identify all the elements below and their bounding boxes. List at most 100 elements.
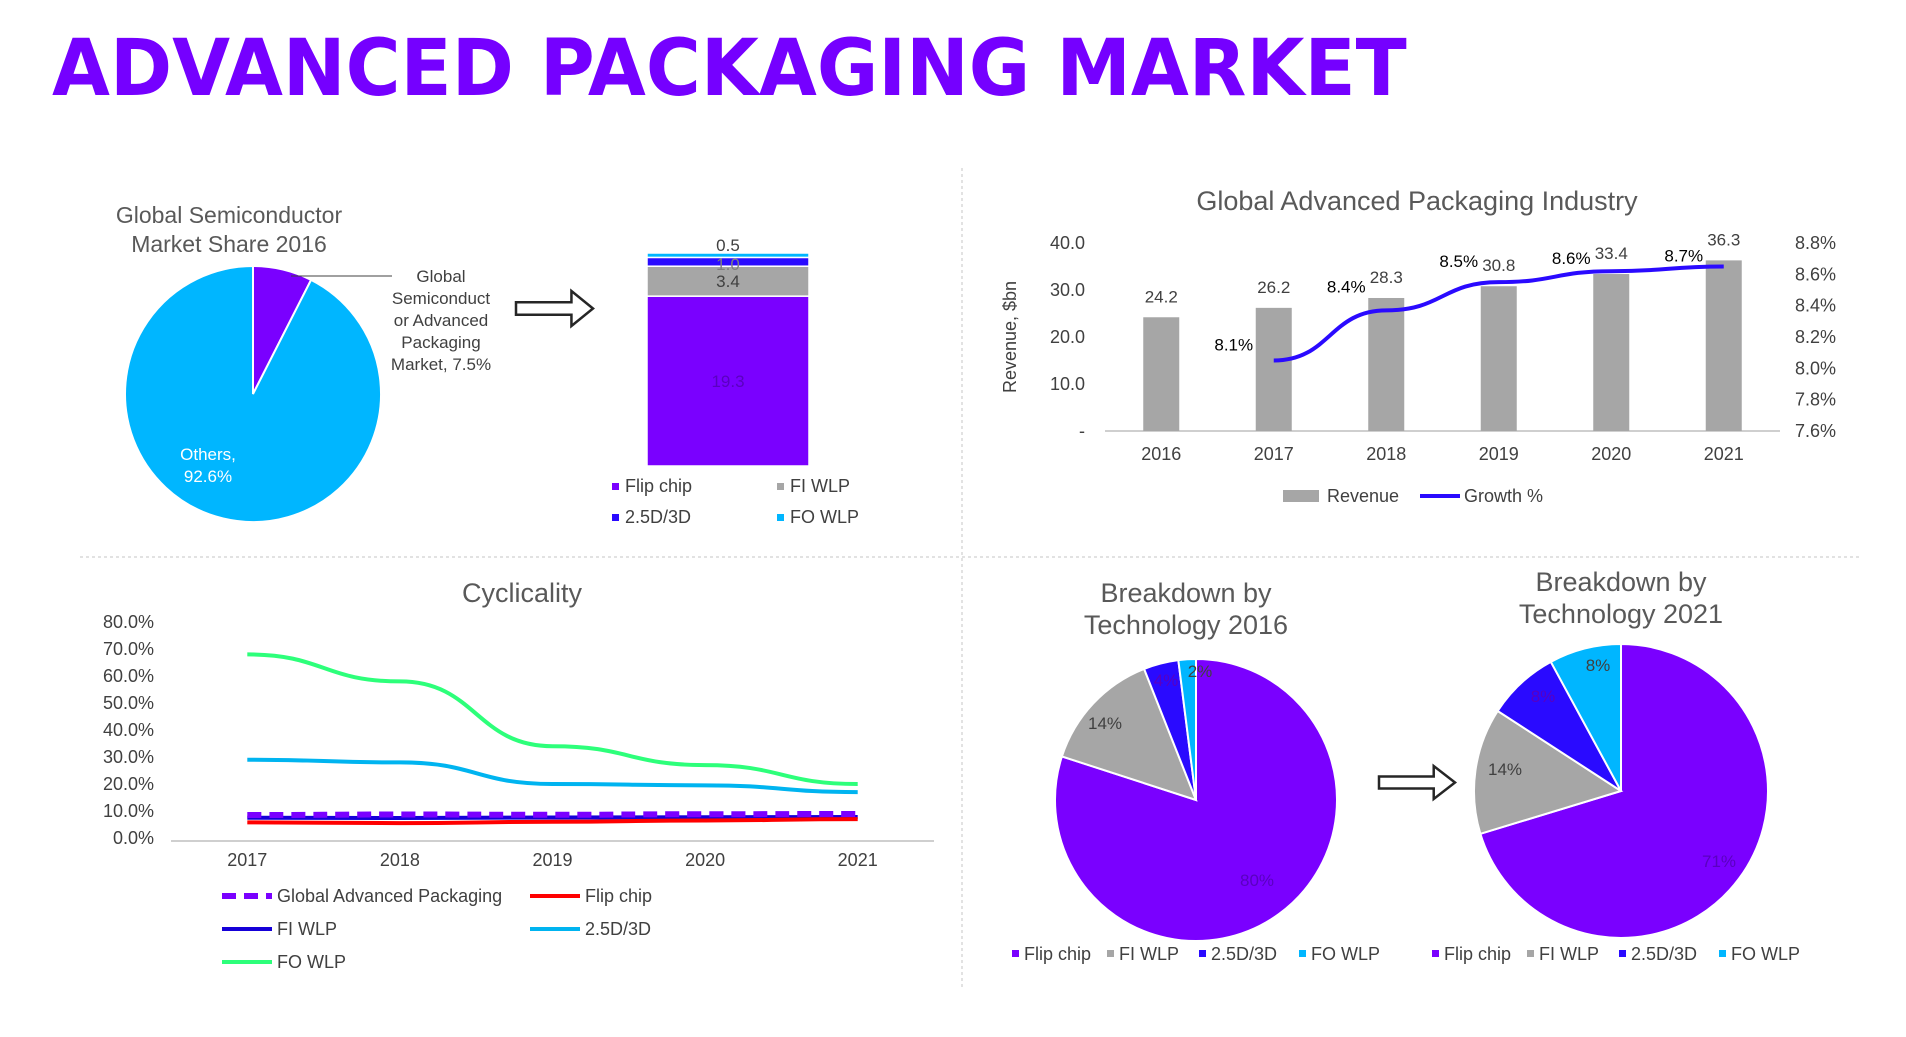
stack-label: 19.3 bbox=[711, 372, 744, 391]
stack-legend-label: Flip chip bbox=[625, 476, 692, 496]
share-slice-label: Packaging bbox=[401, 333, 480, 352]
industry-x-tick: 2016 bbox=[1141, 444, 1181, 464]
cyc-y-tick: 0.0% bbox=[113, 828, 154, 848]
g-t21-legend-swatch bbox=[1619, 950, 1626, 957]
industry-x-tick: 2020 bbox=[1591, 444, 1631, 464]
g-t16-legend-swatch bbox=[1107, 950, 1114, 957]
g-t16-slice-1 bbox=[1060, 667, 1198, 802]
share-slice-1 bbox=[124, 264, 383, 523]
g-t21-legend-label: Flip chip bbox=[1444, 944, 1511, 964]
g-t16-slice-label: 14% bbox=[1088, 714, 1122, 733]
industry-bar bbox=[1255, 307, 1292, 431]
industry-bar-label: 26.2 bbox=[1257, 278, 1290, 297]
g-t21-legend-swatch bbox=[1527, 950, 1534, 957]
share-title: Market Share 2016 bbox=[131, 231, 327, 257]
industry-x-tick: 2021 bbox=[1704, 444, 1744, 464]
stack-legend-label: FO WLP bbox=[790, 507, 859, 527]
share-slice-label: 92.6% bbox=[184, 467, 232, 486]
stack-label: 3.4 bbox=[716, 272, 740, 291]
industry-bar bbox=[1368, 297, 1405, 431]
cyc-y-tick: 20.0% bbox=[103, 774, 154, 794]
cyc-legend-label: FI WLP bbox=[277, 919, 337, 939]
cyc-y-tick: 10.0% bbox=[103, 801, 154, 821]
share-slice-label: or Advanced bbox=[394, 311, 489, 330]
industry-growth-label: 8.7% bbox=[1664, 247, 1703, 266]
stack-legend-swatch bbox=[777, 514, 784, 521]
industry-growth-label: 8.6% bbox=[1552, 249, 1591, 268]
stack-legend-swatch bbox=[777, 483, 784, 490]
industry-legend-label: Growth % bbox=[1464, 486, 1543, 506]
g-t21-slice-label: 8% bbox=[1586, 656, 1611, 675]
g-t16-slice-label: 2% bbox=[1188, 662, 1213, 681]
g-t16-slice-label: 80% bbox=[1240, 871, 1274, 890]
cyc-y-tick: 50.0% bbox=[103, 693, 154, 713]
g-t21-slice-label: 14% bbox=[1488, 760, 1522, 779]
cyc-legend-label: Flip chip bbox=[585, 886, 652, 906]
industry-bar-label: 30.8 bbox=[1482, 256, 1515, 275]
share-slice-label: Others, bbox=[180, 445, 236, 464]
right-arrow-icon bbox=[1377, 763, 1458, 802]
stack-legend-label: FI WLP bbox=[790, 476, 850, 496]
g-t16-legend-swatch bbox=[1199, 950, 1206, 957]
cyc-x-tick: 2021 bbox=[838, 850, 878, 870]
industry-x-tick: 2019 bbox=[1479, 444, 1519, 464]
cyc-line bbox=[247, 817, 858, 826]
industry-bar-label: 36.3 bbox=[1707, 230, 1740, 249]
g-t16-legend-label: Flip chip bbox=[1024, 944, 1091, 964]
g-t16-slice-label: 4% bbox=[1154, 671, 1179, 690]
industry-bar bbox=[1143, 317, 1180, 431]
g-t21-title: Technology 2021 bbox=[1519, 599, 1723, 629]
stack-segment-1 bbox=[646, 265, 810, 297]
industry-legend-label: Revenue bbox=[1327, 486, 1399, 506]
g-t16-legend-swatch bbox=[1299, 950, 1306, 957]
cyc-legend-label: Global Advanced Packaging bbox=[277, 886, 502, 906]
industry-y-tick: 30.0 bbox=[1050, 280, 1085, 300]
stack-label: 0.5 bbox=[716, 236, 740, 255]
industry-growth-line bbox=[1273, 264, 1724, 363]
g-t21-legend-swatch bbox=[1432, 950, 1439, 957]
g-t16-title: Technology 2016 bbox=[1084, 610, 1288, 640]
g-t21-legend-label: FI WLP bbox=[1539, 944, 1599, 964]
cyc-title: Cyclicality bbox=[462, 578, 583, 608]
industry-y-tick: 20.0 bbox=[1050, 327, 1085, 347]
industry-bar-label: 33.4 bbox=[1595, 244, 1628, 263]
share-slice-label: Market, 7.5% bbox=[391, 355, 491, 374]
right-arrow-icon bbox=[514, 288, 595, 329]
cyc-y-tick: 70.0% bbox=[103, 639, 154, 659]
g-t16-title: Breakdown by bbox=[1100, 578, 1272, 608]
industry-y-tick: 10.0 bbox=[1050, 374, 1085, 394]
industry-y-tick: - bbox=[1079, 421, 1085, 441]
industry-x-tick: 2017 bbox=[1254, 444, 1294, 464]
cyc-y-tick: 30.0% bbox=[103, 747, 154, 767]
g-t21-slice-label: 8% bbox=[1531, 687, 1556, 706]
stack-legend-label: 2.5D/3D bbox=[625, 507, 691, 527]
panel-dividers bbox=[80, 168, 1862, 990]
packaging-stack-chart: 19.3 3.41.00.5 Flip chip FI WLP 2.5D/3D FO WL… bbox=[612, 236, 859, 527]
industry-chart: Global Advanced Packaging Industry - 10.0 2… bbox=[1000, 186, 1836, 506]
cyc-x-tick: 2017 bbox=[227, 850, 267, 870]
industry-legend-swatch bbox=[1283, 490, 1319, 502]
share-slice-label: Global bbox=[416, 267, 465, 286]
g-t21-slice-0 bbox=[1479, 642, 1769, 939]
stack-label: 1.0 bbox=[716, 255, 740, 274]
g-t16-legend-label: FI WLP bbox=[1119, 944, 1179, 964]
industry-bar-label: 24.2 bbox=[1145, 287, 1178, 306]
industry-bar bbox=[1480, 286, 1517, 431]
page-title: ADVANCED PACKAGING MARKET bbox=[52, 24, 1407, 114]
industry-bar bbox=[1705, 260, 1742, 431]
cyc-x-tick: 2018 bbox=[380, 850, 420, 870]
g-t21-slice-label: 71% bbox=[1702, 852, 1736, 871]
cyc-y-tick: 80.0% bbox=[103, 612, 154, 632]
industry-y2-tick: 8.6% bbox=[1795, 264, 1836, 284]
cyc-y-tick: 40.0% bbox=[103, 720, 154, 740]
stack-legend-swatch bbox=[612, 514, 619, 521]
industry-bar bbox=[1593, 274, 1630, 431]
industry-y2-tick: 7.6% bbox=[1795, 421, 1836, 441]
industry-y2-tick: 7.8% bbox=[1795, 390, 1836, 410]
g-t16-slice-3 bbox=[1177, 657, 1197, 801]
cyc-line bbox=[247, 652, 858, 786]
cyc-x-tick: 2019 bbox=[532, 850, 572, 870]
